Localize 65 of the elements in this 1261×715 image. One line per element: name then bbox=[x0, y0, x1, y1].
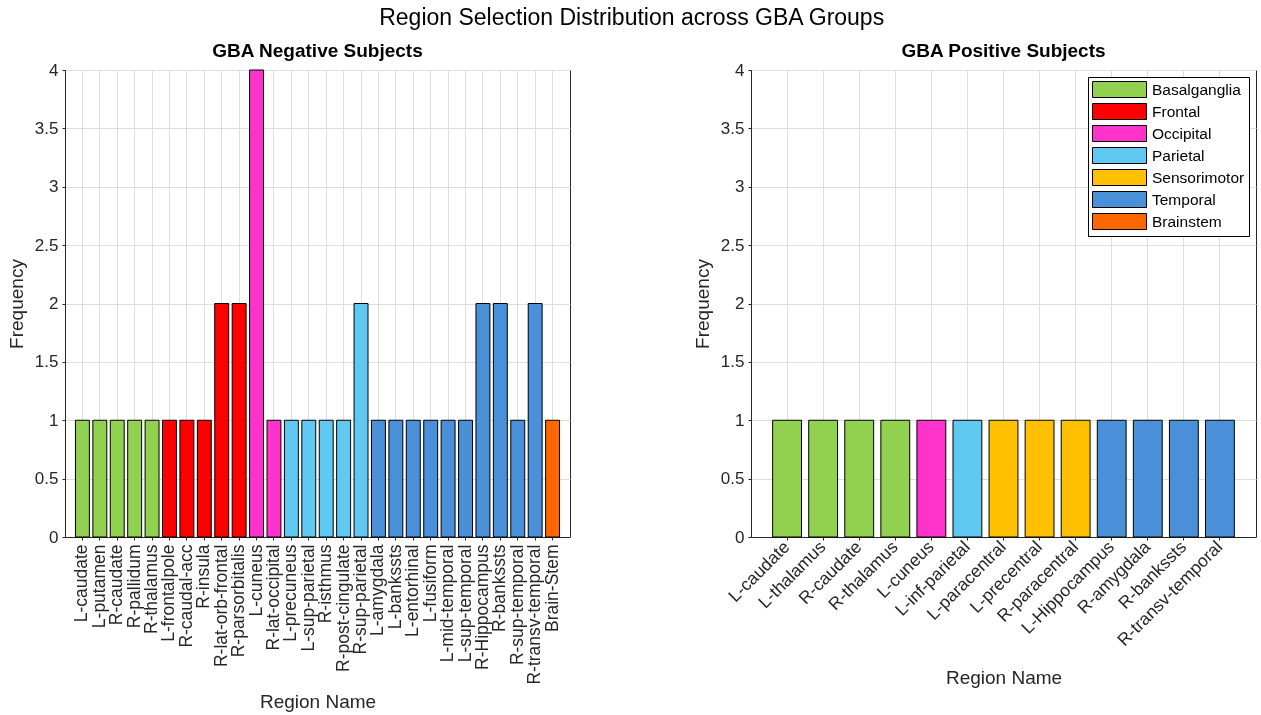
bar bbox=[266, 419, 282, 538]
x-tick-label: R-post-cingulate bbox=[332, 544, 353, 672]
bar bbox=[492, 303, 508, 538]
bar bbox=[423, 419, 439, 538]
y-tick-label: 1 bbox=[49, 410, 59, 430]
bar bbox=[475, 303, 491, 538]
x-tick-label: L-mid-temporal bbox=[437, 544, 458, 663]
bar bbox=[440, 419, 456, 538]
x-tick-label: R-sup-temporal bbox=[506, 544, 527, 666]
legend-label: Frontal bbox=[1152, 102, 1201, 120]
text: Region Selection Distribution across GBA Groups bbox=[379, 3, 885, 30]
y-tick-label: 1.5 bbox=[720, 352, 745, 372]
y-tick-label: 2 bbox=[49, 294, 59, 313]
bar bbox=[74, 419, 90, 538]
bar bbox=[144, 419, 160, 538]
y-tick-label: 0 bbox=[49, 527, 59, 547]
y-tick-label: 0.5 bbox=[34, 469, 59, 489]
bar bbox=[231, 303, 247, 538]
y-tick-label: 3 bbox=[49, 177, 59, 197]
bar bbox=[92, 419, 108, 538]
y-tick-label: 2.5 bbox=[34, 235, 59, 255]
bar bbox=[370, 419, 386, 538]
bar bbox=[283, 419, 299, 538]
y-tick-label: 0 bbox=[735, 527, 745, 547]
y-tick-label: 3.5 bbox=[34, 118, 59, 138]
bar bbox=[510, 419, 526, 538]
bar bbox=[196, 419, 212, 538]
bar bbox=[318, 419, 334, 538]
y-tick-label: 3.5 bbox=[720, 118, 745, 138]
bar bbox=[127, 419, 143, 538]
y-tick-label: 4 bbox=[735, 60, 745, 80]
legend-label: Parietal bbox=[1152, 146, 1205, 164]
bar bbox=[179, 419, 195, 538]
y-axis-title: Frequency bbox=[5, 258, 27, 349]
bar bbox=[162, 419, 177, 538]
bar bbox=[336, 419, 352, 538]
y-tick-label: 4 bbox=[49, 60, 59, 80]
x-tick-label: L-frontalpole bbox=[158, 544, 179, 642]
y-tick-label: 2.5 bbox=[720, 235, 745, 255]
y-tick-label: 3 bbox=[735, 177, 745, 197]
legend-label: Basalganglia bbox=[1152, 80, 1242, 98]
y-tick-label: 2 bbox=[735, 294, 745, 313]
legend-label: Sensorimotor bbox=[1152, 168, 1245, 186]
legend-label: Brainstem bbox=[1152, 212, 1222, 230]
x-tick-label: R-pallidum bbox=[123, 544, 144, 629]
y-tick-label: 1 bbox=[735, 410, 745, 430]
chart-title: GBA Positive Subjects bbox=[901, 40, 1106, 61]
bar bbox=[249, 69, 265, 538]
legend-label: Occipital bbox=[1152, 124, 1212, 142]
x-axis-title: Region Name bbox=[945, 666, 1063, 688]
y-tick-label: 1.5 bbox=[34, 352, 59, 372]
bar bbox=[301, 419, 317, 538]
y-axis-title: Frequency bbox=[691, 258, 713, 349]
bar bbox=[353, 303, 369, 538]
chart-title: GBA Negative Subjects bbox=[212, 40, 423, 61]
bar bbox=[214, 303, 230, 538]
bar bbox=[527, 303, 543, 538]
bar bbox=[388, 419, 404, 538]
bar bbox=[405, 419, 421, 538]
bar bbox=[545, 419, 561, 538]
x-axis-title: Region Name bbox=[259, 690, 377, 712]
legend-label: Temporal bbox=[1152, 190, 1216, 208]
bar bbox=[458, 419, 473, 538]
y-tick-label: 0.5 bbox=[720, 469, 745, 489]
bar bbox=[109, 419, 125, 538]
